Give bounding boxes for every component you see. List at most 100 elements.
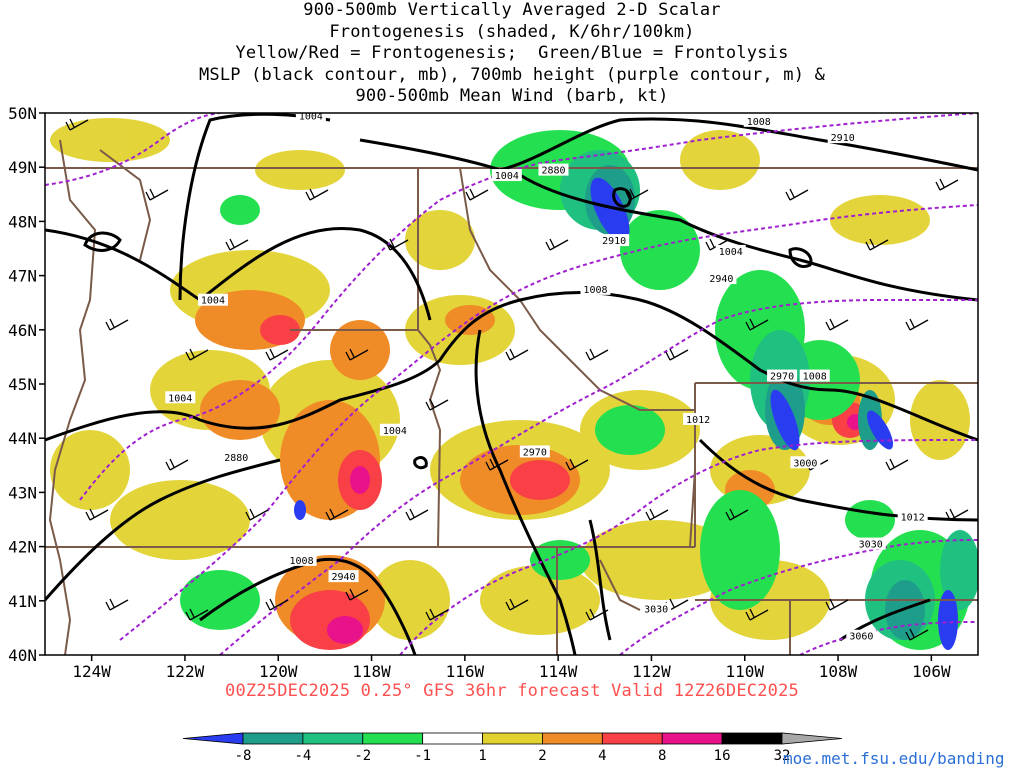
height-label: 2880 bbox=[224, 453, 248, 464]
mslp-label-bg bbox=[379, 423, 410, 436]
colorbar-swatch bbox=[781, 732, 843, 745]
mslp-label: 1012 bbox=[686, 415, 710, 426]
colorbar-swatch bbox=[362, 732, 424, 745]
height-label: 3000 bbox=[793, 458, 817, 469]
lat-label: 40N bbox=[8, 646, 37, 665]
mslp-label-bg bbox=[897, 510, 928, 523]
colorbar-swatch bbox=[242, 732, 304, 745]
mslp-label-bg bbox=[197, 293, 228, 306]
mslp-label-bg bbox=[715, 244, 746, 257]
colorbar-label: -4 bbox=[294, 748, 311, 764]
mslp-label-bg bbox=[580, 282, 611, 295]
colorbar-swatch bbox=[542, 732, 603, 745]
height-label: 2910 bbox=[602, 236, 626, 247]
lon-label: 120W bbox=[259, 662, 298, 681]
mslp-label-bg bbox=[683, 412, 714, 425]
mslp-label: 1004 bbox=[719, 247, 743, 258]
mslp-label: 1012 bbox=[901, 513, 925, 524]
mslp-label: 1004 bbox=[383, 426, 407, 437]
height-label-bg bbox=[790, 456, 821, 469]
mslp-label-bg bbox=[799, 369, 830, 382]
colorbar-swatch bbox=[182, 732, 244, 745]
lat-label: 44N bbox=[8, 429, 37, 448]
colorbar-swatch bbox=[422, 732, 483, 745]
mslp-label: 1004 bbox=[201, 296, 225, 307]
height-label-bg bbox=[855, 537, 886, 550]
height-label: 2880 bbox=[541, 166, 565, 177]
mslp-label-bg bbox=[491, 169, 522, 182]
forecast-valid-footer: 00Z25DEC2025 0.25° GFS 36hr forecast Val… bbox=[225, 681, 799, 701]
mslp-label: 1004 bbox=[495, 171, 519, 182]
lon-label: 116W bbox=[446, 662, 485, 681]
height-label-bg bbox=[641, 602, 672, 615]
credit-link[interactable]: moe.met.fsu.edu/banding bbox=[783, 749, 1005, 768]
mslp-label: 1004 bbox=[299, 111, 323, 122]
height-label-bg bbox=[846, 629, 877, 642]
colorbar-label: 32 bbox=[774, 748, 791, 764]
mslp-label: 1008 bbox=[290, 556, 314, 567]
colorbar-swatch bbox=[302, 732, 364, 745]
map-title: 900-500mb Vertically Averaged 2-D Scalar… bbox=[0, 0, 1024, 108]
mslp-label: 1008 bbox=[803, 372, 827, 383]
colorbar-label: -8 bbox=[235, 748, 252, 764]
mslp-contours bbox=[45, 113, 978, 655]
title-line-3: Yellow/Red = Frontogenesis; Green/Blue =… bbox=[235, 43, 789, 63]
colorbar-label: 4 bbox=[598, 748, 606, 764]
colorbar: -8 -4 -2 -1 1 2 4 8 16 32 bbox=[182, 732, 843, 764]
lat-label: 48N bbox=[8, 212, 37, 231]
lon-label: 118W bbox=[352, 662, 391, 681]
title-line-1: 900-500mb Vertically Averaged 2-D Scalar bbox=[303, 0, 721, 20]
mslp-label: 1008 bbox=[747, 117, 771, 128]
lat-label: 45N bbox=[8, 375, 37, 394]
lon-label: 108W bbox=[819, 662, 858, 681]
lat-label: 42N bbox=[8, 538, 37, 557]
lon-label: 122W bbox=[166, 662, 205, 681]
height-label: 3030 bbox=[644, 605, 668, 616]
height-label: 2970 bbox=[523, 447, 547, 458]
lon-label: 106W bbox=[912, 662, 951, 681]
height-label: 3030 bbox=[859, 540, 883, 551]
title-line-2: Frontogenesis (shaded, K/6hr/100km) bbox=[329, 21, 695, 42]
lat-label: 47N bbox=[8, 267, 37, 286]
mslp-label: 1004 bbox=[168, 393, 192, 404]
colorbar-swatch bbox=[601, 732, 663, 745]
height-label: 2940 bbox=[332, 572, 356, 583]
colorbar-label: 16 bbox=[714, 748, 731, 764]
colorbar-label: 1 bbox=[478, 748, 486, 764]
height-label-layer: 2880 2910 2910 2940 2970 2880 2970 3000 2940 3030… bbox=[221, 131, 886, 643]
height-label-bg bbox=[221, 450, 252, 463]
mslp-label-layer: 1004 1004 1004 1004 1004 1008 1008 1004 1008 1012… bbox=[165, 111, 928, 567]
height-label: 2970 bbox=[770, 372, 794, 383]
height-label-bg bbox=[519, 445, 550, 458]
height-label-bg bbox=[538, 163, 569, 176]
height-label-bg bbox=[599, 234, 630, 247]
height-label: 2940 bbox=[709, 274, 733, 285]
mslp-label: 1008 bbox=[583, 285, 607, 296]
lat-label: 41N bbox=[8, 592, 37, 611]
latitude-axis: 50N 49N 48N 47N 46N 45N 44N 43N 42N 41N 40N bbox=[8, 104, 45, 665]
colorbar-swatch bbox=[482, 732, 543, 745]
colorbar-swatch bbox=[721, 732, 783, 745]
mslp-label-bg bbox=[743, 114, 774, 127]
height-label-bg bbox=[827, 131, 858, 144]
lat-label: 49N bbox=[8, 158, 37, 177]
mslp-label-bg bbox=[295, 113, 326, 122]
colorbar-label: -2 bbox=[354, 748, 371, 764]
lon-label: 110W bbox=[725, 662, 764, 681]
height-label-bg bbox=[767, 369, 798, 382]
colorbar-label: -1 bbox=[414, 748, 431, 764]
lon-label: 114W bbox=[539, 662, 578, 681]
colorbar-swatch bbox=[661, 732, 723, 745]
colorbar-label: 8 bbox=[658, 748, 666, 764]
mslp-label-bg bbox=[286, 553, 317, 566]
height-contours bbox=[45, 113, 978, 655]
lon-label: 124W bbox=[72, 662, 111, 681]
lat-label: 43N bbox=[8, 483, 37, 502]
mslp-label-bg bbox=[165, 391, 196, 404]
height-label-bg bbox=[328, 570, 359, 583]
longitude-axis: 124W 122W 120W 118W 116W 114W 112W 110W 108W 106W bbox=[72, 655, 951, 681]
lon-label: 112W bbox=[632, 662, 671, 681]
colorbar-label: 2 bbox=[538, 748, 546, 764]
frontogenesis-shading: 1004 1004 1004 1004 1004 1008 1008 1004 1008 1012… bbox=[45, 111, 978, 655]
